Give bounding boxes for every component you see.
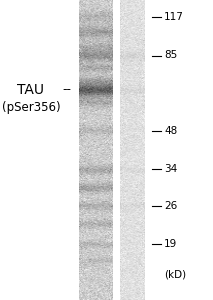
Text: --: -- bbox=[63, 83, 72, 97]
Text: (pSer356): (pSer356) bbox=[1, 101, 60, 115]
Text: 34: 34 bbox=[164, 164, 177, 175]
Text: (kD): (kD) bbox=[164, 269, 186, 280]
Text: 85: 85 bbox=[164, 50, 177, 61]
Text: 48: 48 bbox=[164, 125, 177, 136]
Text: TAU: TAU bbox=[17, 83, 44, 97]
Text: 19: 19 bbox=[164, 239, 177, 250]
Text: 117: 117 bbox=[164, 11, 184, 22]
Text: 26: 26 bbox=[164, 200, 177, 211]
